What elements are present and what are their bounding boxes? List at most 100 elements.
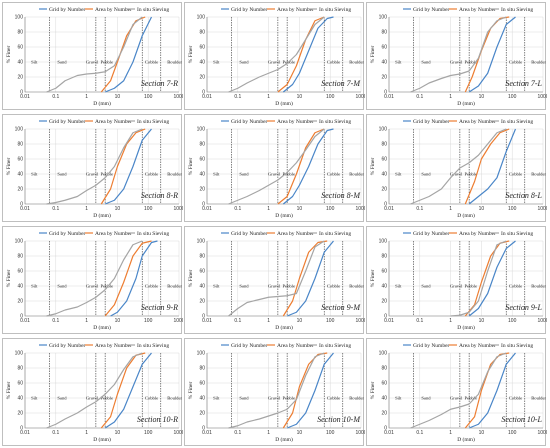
legend-label: In situ Sieving — [137, 343, 169, 349]
y-tick-label: 40 — [17, 172, 23, 178]
series-line — [282, 128, 334, 205]
series-line — [468, 240, 516, 317]
x-tick-label: 0.1 — [52, 94, 59, 100]
legend-label: Grid by Number — [49, 7, 86, 13]
x-tick-label: 1 — [85, 94, 88, 100]
x-tick-label: 1 — [449, 206, 452, 212]
x-axis-label: D (mm) — [93, 436, 111, 443]
series-line — [46, 240, 143, 317]
x-tick-label: 1 — [267, 206, 270, 212]
y-tick-label: 40 — [381, 60, 387, 66]
x-tick-label: 0.01 — [384, 430, 394, 436]
zone-label: Boulder — [167, 284, 182, 289]
legend-label: In situ Sieving — [319, 231, 351, 237]
y-tick-label: 40 — [381, 172, 387, 178]
x-tick-label: 10 — [479, 430, 485, 436]
x-tick-label: 0.01 — [20, 94, 30, 100]
x-tick-label: 0.1 — [234, 94, 241, 100]
zone-label: Cobble — [327, 284, 340, 289]
x-tick-label: 0.1 — [52, 206, 59, 212]
section-title: Section 9-L — [505, 303, 542, 312]
x-tick-label: 1 — [267, 94, 270, 100]
x-tick-label: 0.01 — [202, 430, 212, 436]
y-tick-label: 0 — [202, 202, 205, 208]
x-axis-label: D (mm) — [275, 100, 293, 107]
x-tick-label: 1 — [449, 318, 452, 324]
y-axis-label: % Finer — [6, 46, 12, 64]
x-tick-label: 10 — [297, 430, 303, 436]
x-tick-label: 0.1 — [416, 94, 423, 100]
series-line — [228, 128, 325, 205]
legend-label: In situ Sieving — [501, 343, 533, 349]
zone-label: Silt — [31, 284, 38, 289]
y-tick-label: 40 — [199, 172, 205, 178]
section-title: Section 7-R — [141, 79, 178, 88]
series-line — [410, 128, 507, 205]
y-tick-label: 80 — [199, 30, 205, 36]
y-tick-label: 100 — [15, 239, 24, 245]
x-tick-label: 1 — [85, 318, 88, 324]
y-tick-label: 40 — [17, 60, 23, 66]
y-tick-label: 60 — [17, 45, 23, 51]
y-tick-label: 20 — [17, 187, 23, 193]
zone-label: Pebble — [282, 172, 295, 177]
zone-label: Pebble — [464, 172, 477, 177]
y-tick-label: 60 — [17, 157, 23, 163]
y-tick-label: 80 — [381, 254, 387, 260]
x-tick-label: 10 — [479, 94, 485, 100]
x-tick-label: 0.01 — [384, 94, 394, 100]
zone-label: Sand — [421, 60, 431, 65]
y-tick-label: 60 — [199, 157, 205, 163]
series-line — [464, 128, 510, 205]
y-tick-label: 80 — [381, 142, 387, 148]
legend-label: Grid by Number — [413, 119, 450, 125]
x-tick-label: 1 — [449, 430, 452, 436]
legend-label: Grid by Number — [413, 343, 450, 349]
zone-label: Silt — [395, 60, 402, 65]
y-tick-label: 80 — [17, 142, 23, 148]
x-tick-label: 100 — [144, 206, 153, 212]
x-tick-label: 1 — [85, 206, 88, 212]
section-title: Section 7-L — [505, 79, 542, 88]
x-tick-label: 0.01 — [202, 206, 212, 212]
legend-label: Grid by Number — [413, 231, 450, 237]
y-tick-label: 60 — [17, 381, 23, 387]
y-tick-label: 20 — [381, 187, 387, 193]
zone-label: Sand — [421, 172, 431, 177]
zone-label: Boulder — [167, 172, 182, 177]
y-tick-label: 0 — [20, 90, 23, 96]
series-line — [46, 352, 143, 429]
y-tick-label: 40 — [199, 284, 205, 290]
y-tick-label: 0 — [384, 426, 387, 432]
zone-label: Cobble — [509, 172, 522, 177]
series-line — [46, 16, 143, 93]
zone-label: Gravel — [86, 60, 99, 65]
zone-label: Sand — [57, 60, 67, 65]
x-tick-label: 0.01 — [384, 206, 394, 212]
legend-label: In situ Sieving — [501, 119, 533, 125]
legend-label: Area by Number — [95, 7, 132, 13]
x-tick-label: 100 — [508, 430, 517, 436]
y-tick-label: 100 — [197, 15, 206, 21]
y-tick-label: 60 — [17, 269, 23, 275]
zone-label: Gravel — [450, 284, 463, 289]
zone-label: Cobble — [145, 60, 158, 65]
x-tick-label: 100 — [508, 206, 517, 212]
zone-label: Boulder — [349, 172, 364, 177]
series-line — [277, 16, 325, 93]
series-line — [104, 128, 152, 205]
y-tick-label: 80 — [199, 254, 205, 260]
x-tick-label: 0.01 — [20, 206, 30, 212]
zone-label: Gravel — [86, 284, 99, 289]
section-title: Section 9-M — [321, 303, 361, 312]
